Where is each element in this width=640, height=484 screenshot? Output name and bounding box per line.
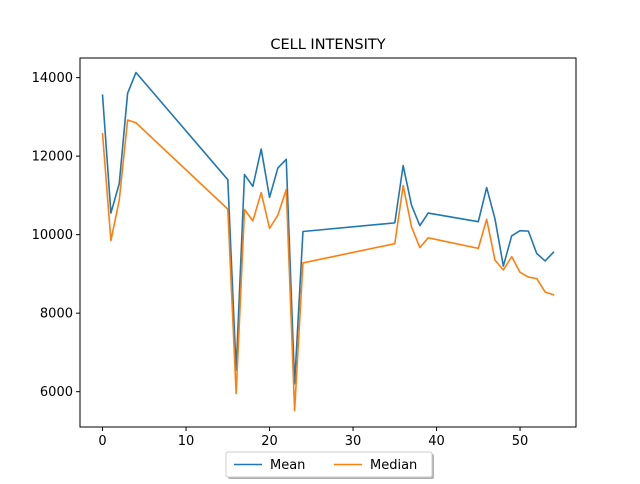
y-tick-label: 10000 — [32, 228, 73, 243]
legend: Mean Median — [225, 451, 434, 479]
series-line-mean — [101, 71, 555, 385]
axes-frame — [79, 57, 577, 428]
x-tick-label: 50 — [512, 434, 529, 449]
x-axis: 0 10 20 30 40 50 — [98, 427, 528, 449]
x-tick-label: 40 — [428, 434, 445, 449]
legend-box — [225, 451, 433, 478]
x-tick-label: 10 — [178, 434, 195, 449]
chart-title: CELL INTENSITY — [270, 37, 385, 53]
y-axis: 6000 8000 10000 12000 14000 — [32, 71, 80, 400]
y-tick-label: 8000 — [40, 307, 73, 322]
plot-area — [79, 57, 577, 428]
series-line-median — [101, 119, 555, 412]
y-tick-label: 12000 — [32, 150, 73, 165]
x-tick-label: 0 — [98, 434, 106, 449]
x-tick-label: 20 — [261, 434, 278, 449]
x-tick-label: 30 — [345, 434, 362, 449]
legend-label-mean: Mean — [270, 458, 305, 473]
legend-label-median: Median — [370, 458, 417, 473]
y-tick-label: 14000 — [32, 71, 73, 86]
y-tick-label: 6000 — [40, 385, 73, 400]
